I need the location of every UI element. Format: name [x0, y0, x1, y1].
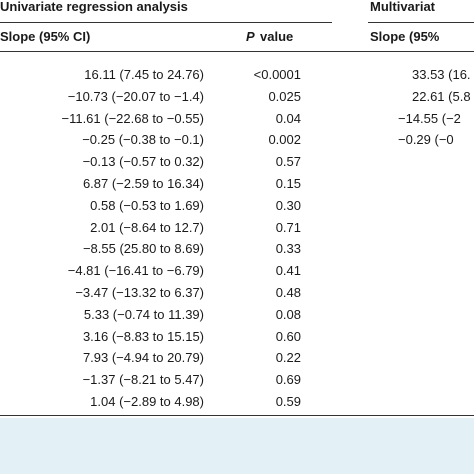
column-header: P — [246, 29, 255, 44]
p-value: 0.71 — [275, 219, 301, 235]
footer-band — [0, 418, 474, 474]
slope-ci: 5.33 (−0.74 to 11.39) — [83, 306, 204, 322]
slope-ci: 3.16 (−8.83 to 15.15) — [82, 328, 204, 344]
slope-ci: 0.58 (−0.53 to 1.69) — [90, 197, 204, 213]
slope-ci: −1.37 (−8.21 to 5.47) — [82, 372, 204, 388]
slope-ci: −8.55 (25.80 to 8.69) — [82, 241, 204, 257]
rule — [368, 22, 474, 23]
p-value: 0.41 — [275, 263, 301, 279]
p-value: 0.15 — [275, 176, 301, 191]
p-value: 0.22 — [275, 350, 301, 366]
column-header: Slope (95% — [370, 29, 440, 44]
slope-ci: −4.81 (−16.41 to −6.79) — [67, 263, 204, 279]
column-header: Slope (95% CI) — [0, 29, 91, 44]
p-value: 0.08 — [275, 306, 301, 322]
slope-ci: −0.13 (−0.57 to 0.32) — [82, 154, 204, 170]
slope-ci: −11.61 (−22.68 to −0.55) — [61, 110, 204, 126]
rule — [0, 415, 474, 416]
p-value: 0.69 — [275, 372, 301, 388]
slope-ci: −3.47 (−13.32 to 6.37) — [75, 285, 204, 300]
column-header: value — [260, 29, 294, 44]
slope-ci: 6.87 (−2.59 to 16.34) — [82, 176, 204, 191]
multivariate-slope: 33.53 (16. — [412, 67, 471, 82]
multivariate-slope: 22.61 (5.8 — [412, 88, 471, 104]
multivariate-slope: −14.55 (−2 — [398, 110, 461, 126]
slope-ci: 2.01 (−8.64 to 12.7) — [90, 219, 204, 235]
p-value: 0.04 — [275, 110, 301, 126]
slope-ci: 1.04 (−2.89 to 4.98) — [90, 394, 204, 409]
p-value: 0.57 — [275, 154, 301, 170]
p-value: 0.025 — [268, 88, 301, 104]
slope-ci: −10.73 (−20.07 to −1.4) — [67, 88, 204, 104]
p-value: 0.48 — [275, 285, 301, 300]
p-value: 0.30 — [275, 197, 301, 213]
slope-ci: 7.93 (−4.94 to 20.79) — [82, 350, 204, 366]
rule — [0, 51, 474, 52]
p-value: 0.60 — [275, 328, 301, 344]
p-value: <0.0001 — [253, 67, 301, 82]
group-header: Univariate regression analysis — [0, 0, 188, 14]
multivariate-slope: −0.29 (−0 — [398, 132, 454, 148]
p-value: 0.59 — [275, 394, 301, 409]
slope-ci: −0.25 (−0.38 to −0.1) — [82, 132, 204, 148]
group-header: Multivariat — [370, 0, 436, 14]
p-value: 0.33 — [275, 241, 301, 257]
p-value: 0.002 — [268, 132, 301, 148]
rule — [0, 22, 332, 23]
slope-ci: 16.11 (7.45 to 24.76) — [84, 67, 204, 82]
